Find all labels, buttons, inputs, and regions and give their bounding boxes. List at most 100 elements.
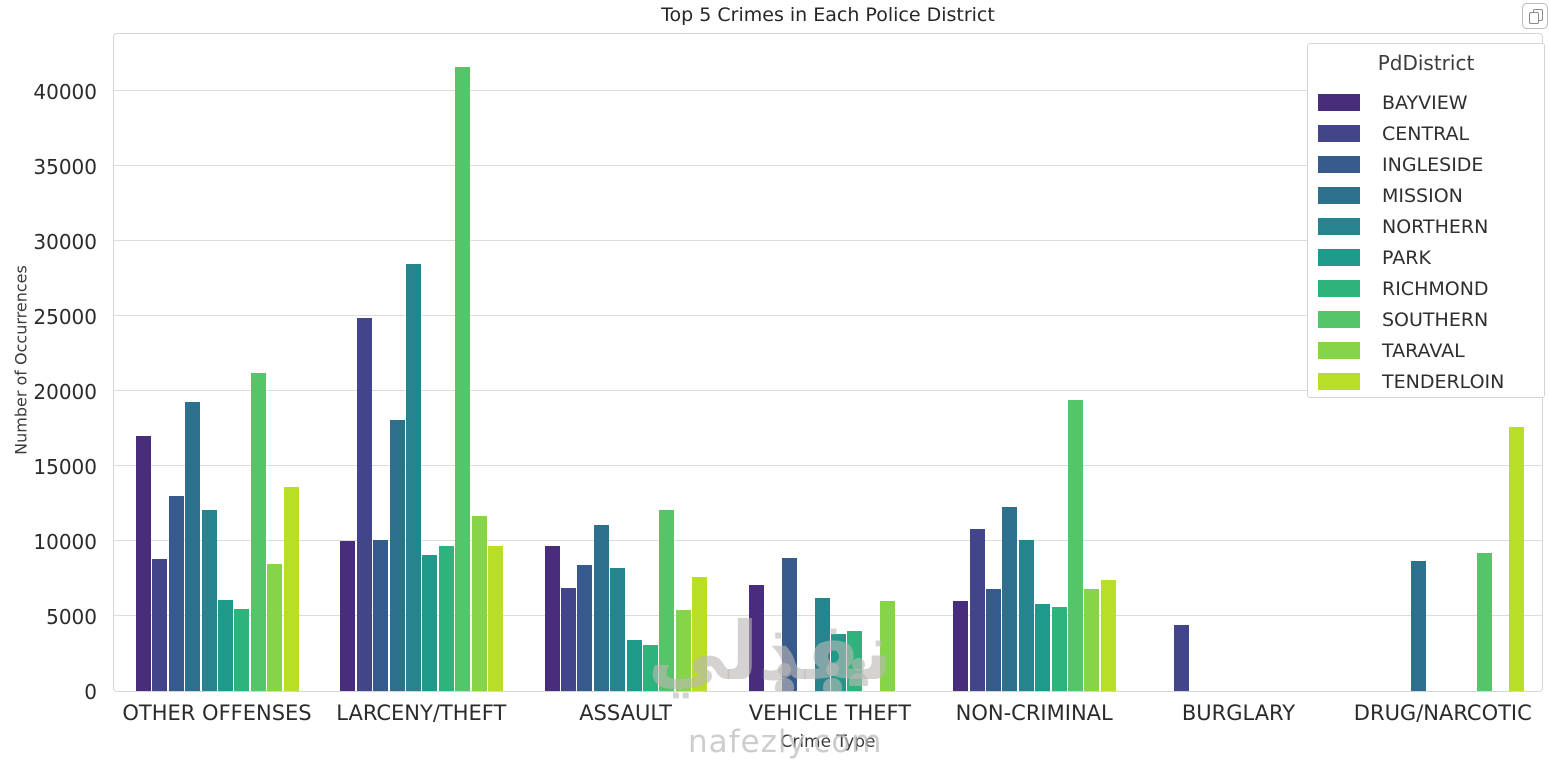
legend-item-central: CENTRAL <box>1308 118 1544 149</box>
legend-item-mission: MISSION <box>1308 180 1544 211</box>
bar-tenderloin-assault <box>692 577 708 691</box>
legend-item-tenderloin: TENDERLOIN <box>1308 366 1544 397</box>
bar-taraval-non-criminal <box>1084 589 1100 691</box>
x-tick-label: DRUG/NARCOTIC <box>1353 701 1532 725</box>
plot-area <box>113 33 1543 692</box>
bar-ingleside-other-offenses <box>168 496 184 691</box>
bar-richmond-larceny-theft <box>438 545 454 691</box>
x-tick-label: NON-CRIMINAL <box>955 701 1113 725</box>
x-tick-label: VEHICLE THEFT <box>748 701 912 725</box>
bar-park-non-criminal <box>1035 604 1051 691</box>
bar-taraval-assault <box>675 610 691 691</box>
y-axis-label: Number of Occurrences <box>11 265 31 455</box>
bar-southern-assault <box>659 509 675 691</box>
bar-ingleside-larceny-theft <box>373 539 389 691</box>
legend-swatch-icon <box>1318 218 1360 235</box>
bar-central-assault <box>561 587 576 691</box>
x-tick-label: BURGLARY <box>1181 701 1296 725</box>
legend-label: TENDERLOIN <box>1382 370 1505 393</box>
legend-label: MISSION <box>1382 184 1463 207</box>
bar-central-burglary <box>1173 625 1189 691</box>
legend-item-bayview: BAYVIEW <box>1308 87 1544 118</box>
bar-taraval-vehicle-theft <box>880 601 896 691</box>
bar-richmond-non-criminal <box>1051 607 1067 691</box>
legend-title: PdDistrict <box>1377 51 1475 75</box>
bar-taraval-larceny-theft <box>471 515 487 691</box>
y-tick-label: 5000 <box>46 605 97 629</box>
legend: PdDistrict BAYVIEW CENTRAL INGLESIDE MISSIO… <box>1307 43 1545 398</box>
chart-title: Top 5 Crimes in Each Police District <box>661 4 995 26</box>
bar-northern-vehicle-theft <box>814 598 830 691</box>
bar-bayview-non-criminal <box>953 601 969 691</box>
bar-richmond-vehicle-theft <box>847 631 863 691</box>
gridline-y-25000 <box>114 315 1542 316</box>
legend-label: INGLESIDE <box>1382 153 1484 176</box>
legend-items: BAYVIEW CENTRAL INGLESIDE MISSION NORTHERN PA… <box>1308 79 1544 397</box>
legend-swatch-icon <box>1318 342 1360 359</box>
legend-swatch-icon <box>1318 94 1360 111</box>
bar-central-non-criminal <box>969 529 985 691</box>
bar-ingleside-non-criminal <box>986 589 1001 691</box>
bar-mission-non-criminal <box>1002 506 1018 691</box>
bar-bayview-vehicle-theft <box>748 584 764 691</box>
bar-bayview-other-offenses <box>136 436 151 691</box>
copy-button[interactable] <box>1522 3 1548 29</box>
bar-mission-drug-narcotic <box>1411 560 1426 691</box>
y-tick-label: 25000 <box>33 305 97 329</box>
legend-swatch-icon <box>1318 373 1360 390</box>
bar-tenderloin-non-criminal <box>1100 580 1116 691</box>
legend-swatch-icon <box>1318 187 1360 204</box>
legend-label: NORTHERN <box>1382 215 1489 238</box>
bar-mission-other-offenses <box>185 401 201 691</box>
legend-item-park: PARK <box>1308 242 1544 273</box>
bar-park-vehicle-theft <box>830 634 846 691</box>
bar-northern-assault <box>610 568 626 691</box>
bar-richmond-assault <box>643 644 658 691</box>
bar-tenderloin-larceny-theft <box>487 545 503 691</box>
gridline-y-40000 <box>114 90 1542 91</box>
bar-bayview-assault <box>544 545 560 691</box>
bar-tenderloin-other-offenses <box>283 487 299 691</box>
legend-item-richmond: RICHMOND <box>1308 273 1544 304</box>
gridline-y-30000 <box>114 240 1542 241</box>
y-tick-label: 35000 <box>33 155 97 179</box>
bar-taraval-other-offenses <box>267 563 283 691</box>
bar-southern-other-offenses <box>250 373 266 691</box>
legend-label: SOUTHERN <box>1382 308 1489 331</box>
bar-ingleside-assault <box>577 565 593 691</box>
legend-label: PARK <box>1382 246 1431 269</box>
bar-southern-drug-narcotic <box>1476 553 1492 691</box>
x-tick-label: ASSAULT <box>579 701 672 725</box>
x-tick-label: OTHER OFFENSES <box>122 701 312 725</box>
bar-park-other-offenses <box>218 599 233 691</box>
legend-item-ingleside: INGLESIDE <box>1308 149 1544 180</box>
gridline-y-15000 <box>114 465 1542 466</box>
bar-park-assault <box>626 640 642 691</box>
gridline-y-35000 <box>114 165 1542 166</box>
bar-mission-assault <box>593 524 609 691</box>
bar-bayview-larceny-theft <box>340 541 356 691</box>
bar-central-larceny-theft <box>356 317 372 691</box>
bar-ingleside-vehicle-theft <box>781 557 797 691</box>
bar-mission-larceny-theft <box>389 419 405 691</box>
x-tick-label: LARCENY/THEFT <box>336 701 507 725</box>
legend-item-southern: SOUTHERN <box>1308 304 1544 335</box>
legend-label: TARAVAL <box>1382 339 1465 362</box>
bar-northern-non-criminal <box>1018 539 1034 691</box>
y-tick-label: 40000 <box>33 80 97 104</box>
legend-swatch-icon <box>1318 125 1360 142</box>
x-axis-label: Crime Type <box>780 732 876 752</box>
gridline-y-20000 <box>114 390 1542 391</box>
bar-northern-other-offenses <box>201 509 217 691</box>
legend-item-northern: NORTHERN <box>1308 211 1544 242</box>
bar-southern-larceny-theft <box>455 67 471 691</box>
y-tick-label: 10000 <box>33 530 97 554</box>
bar-northern-larceny-theft <box>405 263 421 691</box>
y-tick-label: 30000 <box>33 230 97 254</box>
y-tick-label: 0 <box>84 680 97 704</box>
legend-label: RICHMOND <box>1382 277 1489 300</box>
legend-swatch-icon <box>1318 280 1360 297</box>
y-tick-label: 20000 <box>33 380 97 404</box>
copy-icon <box>1529 9 1545 25</box>
legend-item-taraval: TARAVAL <box>1308 335 1544 366</box>
